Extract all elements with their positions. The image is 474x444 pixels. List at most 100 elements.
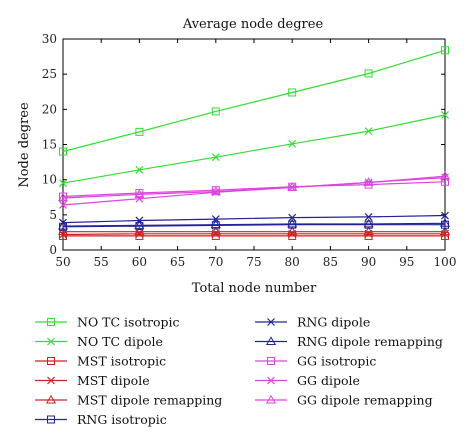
series-layer — [57, 46, 451, 240]
data-point — [287, 218, 298, 228]
legend-label: GG dipole — [297, 373, 360, 388]
data-point — [288, 139, 297, 148]
legend-marker — [47, 376, 55, 385]
x-tick-label: 85 — [323, 255, 338, 269]
legend-marker — [265, 336, 277, 345]
data-point — [363, 218, 374, 228]
x-tick-label: 80 — [285, 255, 300, 269]
x-tick-label: 95 — [399, 255, 414, 269]
legend-entry-mst-dipole-remapping: MST dipole remapping — [35, 393, 222, 408]
series-line — [62, 49, 446, 153]
data-point — [134, 220, 145, 229]
series-no-tc-dipole — [59, 111, 449, 188]
x-tick-label: 55 — [94, 255, 109, 269]
legend-entry-mst-isotropic: MST isotropic — [35, 354, 166, 369]
data-point — [363, 177, 374, 186]
data-point — [59, 231, 67, 240]
y-axis-label: Node degree — [17, 102, 32, 188]
legend-marker — [47, 357, 55, 365]
legend-entry-mst-dipole: MST dipole — [35, 373, 150, 388]
legend-label: NO TC isotropic — [77, 315, 180, 330]
series-gg-dipole — [59, 173, 449, 209]
series-line — [62, 114, 446, 184]
series-rng-isotropic — [59, 220, 449, 231]
legend-marker — [47, 318, 55, 326]
series-line — [62, 181, 446, 198]
data-point — [135, 127, 144, 136]
legend-entry-gg-isotropic: GG isotropic — [255, 354, 376, 369]
data-point — [57, 226, 69, 236]
y-axis: 0 5 10 15 20 25 30 — [42, 32, 445, 257]
legend-entry-no-tc-dipole: NO TC dipole — [35, 334, 163, 349]
data-point — [59, 179, 67, 188]
y-tick-label: 20 — [42, 102, 57, 116]
legend-label: MST isotropic — [77, 354, 166, 369]
legend-marker — [267, 376, 275, 385]
data-point — [134, 189, 145, 198]
series-rng-dipole-remapping — [57, 218, 451, 230]
legend-label: RNG dipole — [297, 315, 370, 330]
data-point — [211, 215, 220, 223]
x-tick-label: 90 — [361, 255, 376, 269]
legend-entry-no-tc-isotropic: NO TC isotropic — [35, 315, 180, 330]
y-tick-label: 25 — [42, 67, 57, 81]
data-point — [135, 222, 144, 231]
legend: NO TC isotropic NO TC dipole MST isotropic… — [35, 315, 443, 427]
x-tick-label: 70 — [208, 255, 223, 269]
data-point — [210, 219, 221, 229]
x-axis: 50 55 60 65 70 75 80 85 90 95 100 — [55, 39, 456, 269]
data-point — [288, 220, 297, 229]
data-point — [135, 194, 144, 203]
legend-label: MST dipole — [77, 373, 150, 388]
data-point — [441, 46, 449, 55]
series-no-tc-isotropic — [59, 46, 449, 156]
data-point — [134, 226, 145, 236]
data-point — [210, 186, 221, 196]
legend-label: MST dipole remapping — [77, 393, 222, 408]
data-point — [364, 220, 373, 229]
series-line — [62, 233, 445, 236]
series-gg-dipole-remapping — [57, 170, 451, 202]
data-point — [211, 107, 220, 116]
x-tick-label: 75 — [246, 255, 261, 269]
data-point — [364, 231, 373, 240]
data-point — [439, 170, 451, 180]
legend-entry-rng-isotropic: RNG isotropic — [35, 412, 167, 427]
x-tick-label: 100 — [434, 255, 457, 269]
data-point — [364, 213, 373, 221]
legend-label: RNG dipole remapping — [297, 334, 443, 349]
data-point — [57, 192, 69, 202]
data-point — [364, 127, 373, 136]
y-tick-label: 10 — [42, 173, 57, 187]
series-line — [62, 175, 446, 199]
series-line — [62, 214, 446, 224]
series-line — [62, 222, 446, 227]
data-point — [287, 226, 298, 236]
data-point — [439, 218, 451, 227]
legend-label: RNG isotropic — [77, 412, 167, 427]
legend-label: GG dipole remapping — [297, 393, 433, 408]
x-tick-label: 50 — [55, 255, 70, 269]
data-point — [211, 221, 220, 230]
data-point — [288, 213, 297, 222]
legend-entry-gg-dipole: GG dipole — [255, 373, 360, 388]
data-point — [288, 88, 297, 97]
data-point — [59, 201, 67, 209]
data-point — [135, 165, 144, 174]
legend-marker — [45, 394, 57, 404]
series-mst-isotropic — [59, 231, 449, 240]
data-point — [288, 231, 297, 240]
data-point — [59, 147, 67, 156]
legend-entry-gg-dipole-remapping: GG dipole remapping — [255, 393, 433, 408]
data-point — [363, 226, 374, 236]
legend-marker — [267, 357, 275, 365]
x-tick-label: 65 — [170, 255, 185, 269]
y-tick-label: 15 — [42, 138, 57, 152]
series-mst-dipole-remapping — [57, 226, 451, 236]
data-point — [439, 226, 451, 236]
legend-label: GG isotropic — [297, 354, 376, 369]
legend-entry-rng-dipole: RNG dipole — [255, 315, 370, 330]
data-point — [441, 111, 449, 119]
chart-title: Average node degree — [182, 17, 324, 32]
legend-marker — [47, 337, 55, 346]
